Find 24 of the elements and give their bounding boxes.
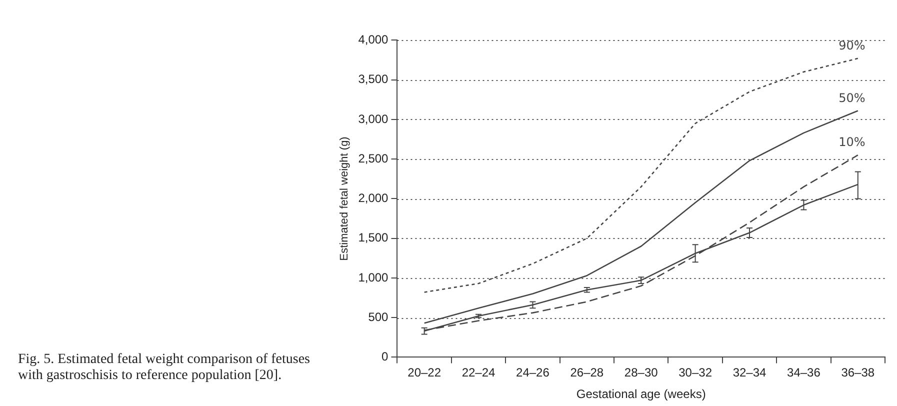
y-axis-title: Estimated fetal weight (g) [338,136,351,261]
y-tick-label: 2,000 [358,191,389,206]
y-tick-label: 0 [382,350,389,364]
y-tick-label: 3,500 [358,72,389,86]
x-tick-label: 34–36 [787,366,821,380]
series-label: 10% [838,135,866,150]
x-tick-label: 20–22 [408,366,442,380]
x-tick-label: 30–32 [678,366,712,380]
y-tick-label: 4,000 [358,32,389,47]
x-axis-title: Gestational age (weeks) [576,387,706,402]
y-tick-label: 2,500 [358,151,389,166]
x-tick-label: 36–38 [841,366,875,380]
x-tick-label: 22–24 [462,366,496,380]
y-tick-label: 500 [368,310,389,324]
series-label: 50% [838,90,866,105]
y-tick-label: 1,000 [358,270,389,284]
y-tick-label: 3,000 [358,112,389,126]
x-tick-label: 26–28 [570,366,604,380]
caption: Fig. 5. Estimated fetal weight comparison of fetuses with gastroschisis to reference population [20]. [18,352,311,384]
y-tick-label: 1,500 [358,230,389,245]
x-tick-label: 24–26 [516,366,550,380]
series-label: 90% [838,38,866,53]
x-tick-label: 32–34 [732,366,767,380]
x-tick-label: 28–30 [624,366,658,380]
